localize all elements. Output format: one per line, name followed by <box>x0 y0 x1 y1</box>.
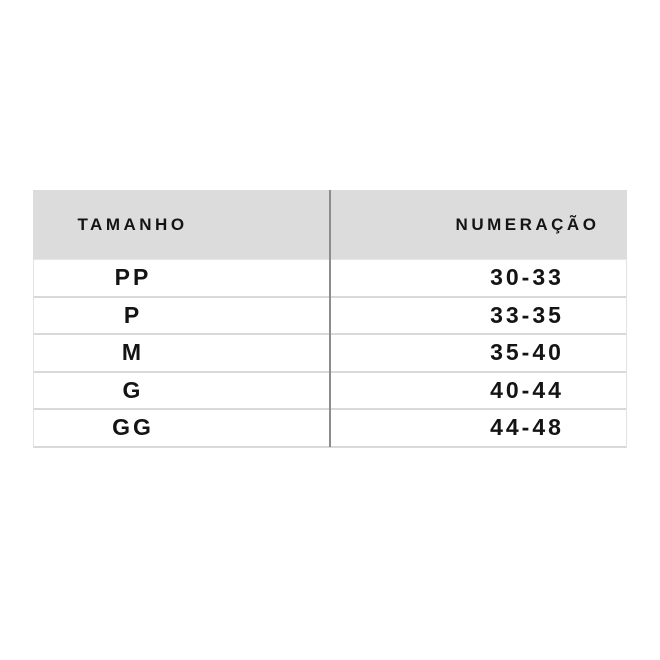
size-cell: G <box>122 376 144 403</box>
range-cell: 40-44 <box>490 376 564 403</box>
size-cell: GG <box>112 414 154 441</box>
column-header-tamanho: TAMANHO <box>77 214 188 234</box>
range-cell: 44-48 <box>490 414 564 441</box>
column-divider-line <box>329 190 331 447</box>
size-cell: M <box>121 339 145 366</box>
size-cell: PP <box>114 264 152 291</box>
range-cell: 33-35 <box>490 301 564 328</box>
size-cell: P <box>123 301 143 328</box>
column-header-numeracao: NUMERAÇÃO <box>455 214 600 234</box>
range-cell: 30-33 <box>490 264 564 291</box>
size-chart-table: TAMANHO NUMERAÇÃO PP 30-33 P 33-35 M 35-… <box>33 190 627 448</box>
range-cell: 35-40 <box>490 339 564 366</box>
